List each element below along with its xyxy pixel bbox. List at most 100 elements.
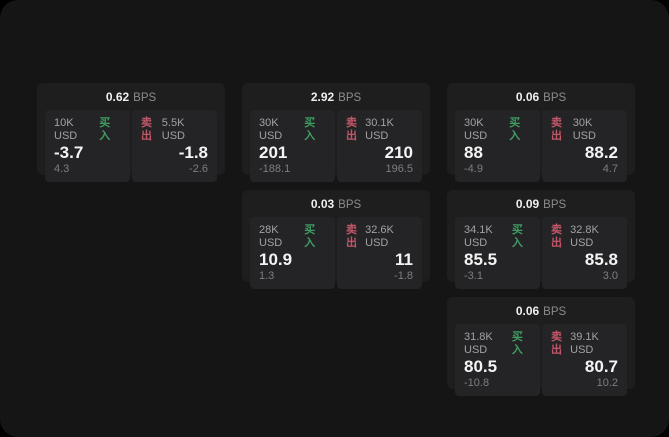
buy-amount: 10K USD (54, 117, 78, 142)
bps-unit-label: BPS (338, 92, 362, 104)
buy-sub-value: -4.9 (464, 163, 483, 175)
bps-unit-label: BPS (543, 199, 567, 211)
sell-tag: 卖出 (346, 224, 357, 249)
quote-card: 0.03 BPS 28K USD 买入 10.9 1.3 卖出 32.6K US… (242, 190, 430, 289)
buy-amount: 30K USD (464, 117, 488, 142)
sell-tag: 卖出 (141, 117, 152, 142)
sell-panel[interactable]: 卖出 32.6K USD 11 -1.8 (337, 217, 422, 289)
bps-value: 0.06 (515, 304, 540, 318)
sell-panel[interactable]: 卖出 30K USD 88.2 4.7 (542, 110, 627, 182)
bps-header: 0.62 BPS (45, 89, 217, 105)
sell-tag: 卖出 (346, 117, 357, 142)
sell-amount: 30.1K USD (365, 117, 394, 142)
bps-header: 0.09 BPS (455, 196, 627, 212)
bps-header: 0.03 BPS (250, 196, 422, 212)
sell-amount: 30K USD (572, 117, 596, 142)
bps-value: 0.09 (515, 197, 540, 211)
buy-amount: 30K USD (259, 117, 283, 142)
sell-price: 88.2 (584, 143, 618, 162)
sell-price: 85.8 (584, 250, 618, 269)
sell-tag: 卖出 (551, 331, 562, 356)
buy-amount: 28K USD (259, 224, 283, 249)
bps-header: 0.06 BPS (455, 89, 627, 105)
sell-panel-top: 卖出 32.8K USD (551, 224, 618, 250)
quote-card: 0.06 BPS 31.8K USD 买入 80.5 -10.8 卖出 39.1… (447, 297, 635, 396)
buy-panel[interactable]: 31.8K USD 买入 80.5 -10.8 (455, 324, 540, 396)
buy-price: 88 (464, 143, 483, 162)
buy-price: 85.5 (464, 250, 498, 269)
sell-amount: 5.5K USD (161, 117, 186, 142)
buy-tag: 买入 (304, 117, 316, 142)
bps-unit-label: BPS (133, 92, 157, 104)
buy-sub-value: 1.3 (259, 270, 275, 282)
buy-panel-top: 10K USD 买入 (54, 117, 121, 143)
buy-price: 201 (259, 143, 288, 162)
bps-value: 2.92 (310, 90, 335, 104)
sell-amount: 39.1K USD (570, 331, 599, 356)
buy-sub-value: 4.3 (54, 163, 70, 175)
sell-amount: 32.8K USD (570, 224, 599, 249)
bps-value: 0.06 (515, 90, 540, 104)
sell-tag: 卖出 (551, 224, 562, 249)
sell-panel-top: 卖出 32.6K USD (346, 224, 413, 250)
buy-amount: 34.1K USD (464, 224, 493, 249)
sell-panel[interactable]: 卖出 32.8K USD 85.8 3.0 (542, 217, 627, 289)
buy-sell-panels: 30K USD 买入 201 -188.1 卖出 30.1K USD 210 1… (250, 110, 422, 182)
buy-panel-top: 31.8K USD 买入 (464, 331, 531, 357)
bps-unit-label: BPS (543, 92, 567, 104)
sell-sub-value: 10.2 (596, 377, 618, 389)
sell-sub-value: 3.0 (602, 270, 618, 282)
buy-price: -3.7 (54, 143, 84, 162)
sell-sub-value: -1.8 (394, 270, 413, 282)
buy-panel[interactable]: 34.1K USD 买入 85.5 -3.1 (455, 217, 540, 289)
buy-sell-panels: 31.8K USD 买入 80.5 -10.8 卖出 39.1K USD 80.… (455, 324, 627, 396)
quote-card: 0.06 BPS 30K USD 买入 88 -4.9 卖出 30K USD 8… (447, 83, 635, 182)
buy-tag: 买入 (511, 331, 523, 356)
sell-tag: 卖出 (551, 117, 562, 142)
sell-panel[interactable]: 卖出 30.1K USD 210 196.5 (337, 110, 422, 182)
buy-panel-top: 34.1K USD 买入 (464, 224, 531, 250)
sell-panel[interactable]: 卖出 39.1K USD 80.7 10.2 (542, 324, 627, 396)
buy-sub-value: -3.1 (464, 270, 483, 282)
quote-card: 2.92 BPS 30K USD 买入 201 -188.1 卖出 30.1K … (242, 83, 430, 182)
bps-unit-label: BPS (338, 199, 362, 211)
buy-sell-panels: 28K USD 买入 10.9 1.3 卖出 32.6K USD 11 -1.8 (250, 217, 422, 289)
sell-panel-top: 卖出 39.1K USD (551, 331, 618, 357)
buy-panel-top: 30K USD 买入 (259, 117, 326, 143)
buy-sell-panels: 30K USD 买入 88 -4.9 卖出 30K USD 88.2 4.7 (455, 110, 627, 182)
sell-sub-value: 4.7 (602, 163, 618, 175)
buy-panel[interactable]: 30K USD 买入 88 -4.9 (455, 110, 540, 182)
buy-sell-panels: 10K USD 买入 -3.7 4.3 卖出 5.5K USD -1.8 -2.… (45, 110, 217, 182)
bps-value: 0.03 (310, 197, 335, 211)
sell-sub-value: -2.6 (189, 163, 208, 175)
buy-tag: 买入 (304, 224, 316, 249)
sell-price: -1.8 (178, 143, 208, 162)
buy-price: 80.5 (464, 357, 498, 376)
buy-amount: 31.8K USD (464, 331, 493, 356)
buy-panel-top: 30K USD 买入 (464, 117, 531, 143)
buy-tag: 买入 (509, 117, 521, 142)
sell-sub-value: 196.5 (385, 163, 413, 175)
sell-price: 210 (384, 143, 413, 162)
buy-panel-top: 28K USD 买入 (259, 224, 326, 250)
bps-unit-label: BPS (543, 306, 567, 318)
buy-price: 10.9 (259, 250, 293, 269)
buy-sub-value: -188.1 (259, 163, 291, 175)
sell-panel[interactable]: 卖出 5.5K USD -1.8 -2.6 (132, 110, 217, 182)
sell-panel-top: 卖出 5.5K USD (141, 117, 208, 143)
sell-amount: 32.6K USD (365, 224, 394, 249)
sell-price: 11 (395, 250, 413, 269)
buy-panel[interactable]: 28K USD 买入 10.9 1.3 (250, 217, 335, 289)
cards-grid: 0.62 BPS 10K USD 买入 -3.7 4.3 卖出 5.5K USD… (37, 83, 635, 396)
quote-card: 0.62 BPS 10K USD 买入 -3.7 4.3 卖出 5.5K USD… (37, 83, 225, 182)
buy-sub-value: -10.8 (464, 377, 490, 389)
sell-panel-top: 卖出 30K USD (551, 117, 618, 143)
bps-header: 2.92 BPS (250, 89, 422, 105)
buy-panel[interactable]: 10K USD 买入 -3.7 4.3 (45, 110, 130, 182)
buy-tag: 买入 (511, 224, 523, 249)
buy-panel[interactable]: 30K USD 买入 201 -188.1 (250, 110, 335, 182)
sell-panel-top: 卖出 30.1K USD (346, 117, 413, 143)
sell-price: 80.7 (584, 357, 618, 376)
